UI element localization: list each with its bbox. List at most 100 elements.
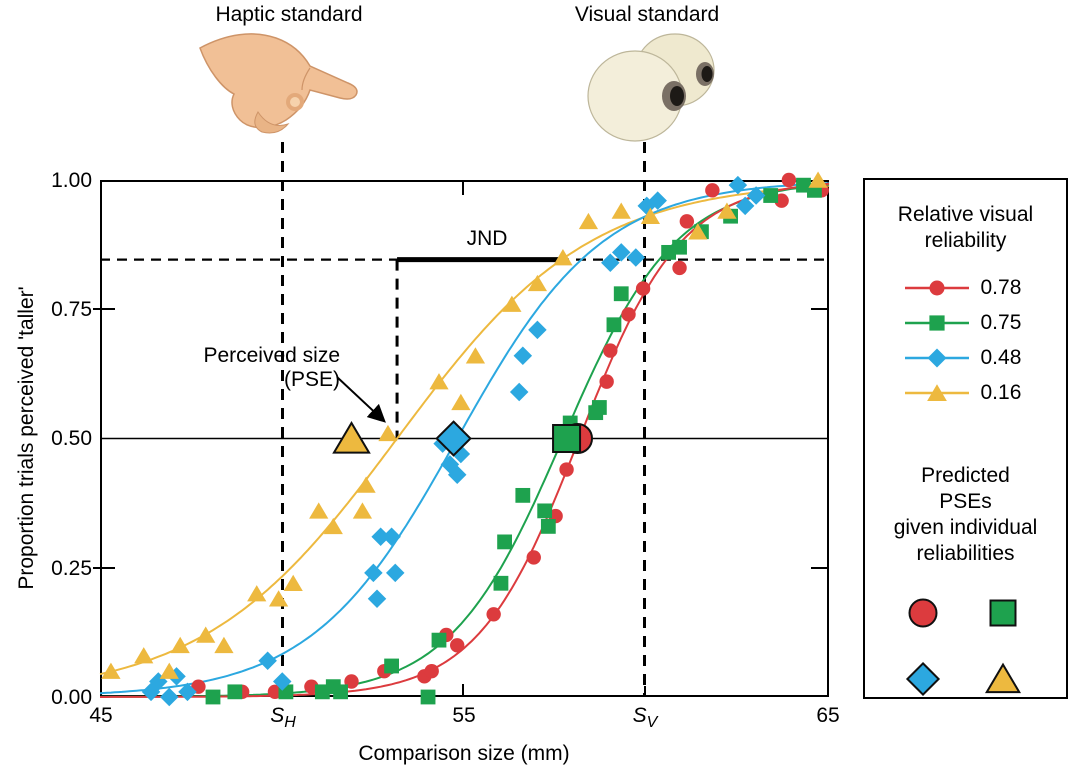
predicted-pse-marker-0.75 xyxy=(552,424,582,453)
predicted-legend-marker-0.48 xyxy=(905,661,940,696)
haptic-standard-tick-label: SH xyxy=(248,704,318,732)
x-tick-label: 65 xyxy=(816,704,840,727)
point-0.78 xyxy=(424,663,439,679)
hand-icon xyxy=(199,33,358,134)
y-axis-title: Proportion trials perceived 'taller' xyxy=(15,286,38,590)
predicted-pse-marker-0.48 xyxy=(435,420,472,457)
predicted-pse-marker-0.16 xyxy=(332,421,371,454)
jnd-label: JND xyxy=(466,227,508,250)
x-tick-label: 55 xyxy=(452,704,476,727)
point-0.75 xyxy=(384,658,399,674)
point-0.16 xyxy=(309,502,329,519)
point-0.16 xyxy=(527,274,548,292)
point-0.16 xyxy=(465,347,486,364)
legend-box: Relative visual reliability 0.78 0.75 0.… xyxy=(863,178,1068,699)
point-0.16 xyxy=(170,636,190,654)
point-0.16 xyxy=(352,502,373,519)
point-0.16 xyxy=(283,574,303,592)
point-0.48 xyxy=(447,465,467,484)
point-0.75 xyxy=(431,632,447,648)
point-0.78 xyxy=(486,607,501,622)
curve-0.16 xyxy=(99,184,830,676)
legend-marker-square xyxy=(904,315,969,331)
point-0.48 xyxy=(273,672,292,691)
legend-marker-triangle xyxy=(904,384,969,401)
legend-predicted-title-line3: given individual xyxy=(893,516,1038,539)
point-0.48 xyxy=(728,175,748,195)
point-0.16 xyxy=(429,373,449,390)
point-0.16 xyxy=(553,249,573,266)
point-0.75 xyxy=(763,188,779,203)
predicted-legend-marker-0.78 xyxy=(908,598,937,627)
legend-predicted-title-line2: PSEs xyxy=(939,489,992,513)
point-0.75 xyxy=(613,286,629,302)
sh-symbol: S xyxy=(270,704,285,727)
point-0.16 xyxy=(323,517,343,535)
point-0.75 xyxy=(333,684,348,700)
y-tick-025 xyxy=(93,567,115,569)
point-0.75 xyxy=(497,534,512,550)
haptic-standard-label: Haptic standard xyxy=(215,3,363,26)
point-0.75 xyxy=(672,239,687,255)
point-0.48 xyxy=(611,243,631,262)
point-0.75 xyxy=(205,689,221,705)
point-0.78 xyxy=(559,462,574,477)
point-0.78 xyxy=(781,172,797,188)
legend-marker-0.78 xyxy=(929,280,944,296)
legend-value: 0.75 xyxy=(980,311,1022,334)
point-0.48 xyxy=(367,589,387,609)
point-0.16 xyxy=(640,207,661,224)
legend-predicted-title-line1: Predicted xyxy=(921,463,1010,487)
point-0.48 xyxy=(601,253,620,272)
legend-predicted-markers xyxy=(905,598,1021,696)
point-0.48 xyxy=(149,672,168,691)
point-0.78 xyxy=(450,638,465,653)
legend-marker-circle xyxy=(904,280,969,296)
haptic-standard-dashed-line xyxy=(281,142,284,697)
legend-reliability-title: Relative visual reliability xyxy=(865,202,1066,255)
curve-0.48 xyxy=(99,182,830,695)
predicted-legend-marker-0.16 xyxy=(984,662,1021,693)
point-0.16 xyxy=(378,424,398,442)
point-0.48 xyxy=(528,320,547,340)
point-0.75 xyxy=(537,503,553,519)
point-0.16 xyxy=(196,626,216,643)
point-0.16 xyxy=(717,202,737,219)
plot-canvas xyxy=(99,171,830,707)
pse-annotation-label: Perceived size (PSE) xyxy=(150,344,340,392)
visual-standard-dashed-line xyxy=(643,142,646,697)
legend-marker-0.16 xyxy=(926,384,947,401)
point-0.78 xyxy=(599,374,614,389)
point-0.16 xyxy=(356,476,376,493)
x-axis-title: Comparison size (mm) xyxy=(358,742,570,765)
point-0.16 xyxy=(688,223,708,240)
pse-annotation-line2: (PSE) xyxy=(283,368,340,391)
point-0.78 xyxy=(672,260,687,276)
point-0.16 xyxy=(808,171,828,188)
legend-predicted-title-line4: reliabilities xyxy=(916,542,1015,566)
point-0.48 xyxy=(648,191,667,210)
legend-marker-0.48 xyxy=(927,348,946,368)
point-0.75 xyxy=(606,317,622,333)
y-tick-label: 0.50 xyxy=(51,427,92,450)
legend-reliability-title-line2: reliability xyxy=(924,229,1007,253)
sh-subscript: H xyxy=(284,714,296,732)
point-0.16 xyxy=(159,662,179,679)
x-tick-55-top xyxy=(462,182,464,195)
point-0.48 xyxy=(626,248,646,267)
legend-item-075: 0.75 xyxy=(865,306,1066,341)
eyes-icon xyxy=(587,33,715,142)
point-0.75 xyxy=(540,518,556,534)
y-tick-label: 0.00 xyxy=(51,686,92,709)
point-0.75 xyxy=(515,487,531,503)
point-0.75 xyxy=(493,575,509,591)
point-0.16 xyxy=(101,662,121,679)
point-0.75 xyxy=(420,689,436,705)
point-0.48 xyxy=(371,527,390,546)
curve-0.78 xyxy=(100,182,830,698)
legend-item-048: 0.48 xyxy=(865,341,1066,376)
legend-value: 0.78 xyxy=(980,276,1022,299)
point-0.48 xyxy=(385,563,405,583)
point-0.48 xyxy=(746,186,766,205)
